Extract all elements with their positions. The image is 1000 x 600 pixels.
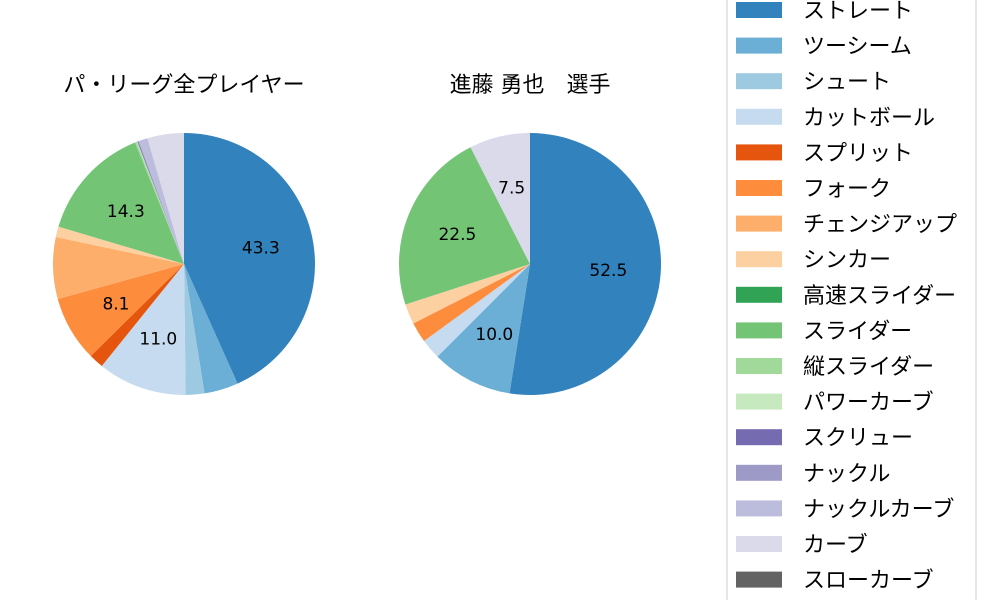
pie-slice-0-6 — [52, 237, 184, 299]
slice-label-1-0: 52.5 — [589, 261, 627, 281]
legend-frame — [726, 0, 977, 600]
pie-slice-0-13 — [138, 141, 184, 264]
pie-slice-0-7 — [55, 226, 184, 264]
legend-label-15: カーブ — [803, 533, 868, 558]
legend-swatch-1 — [736, 37, 782, 54]
legend-label-8: 高速スライダー — [803, 284, 956, 309]
pie-chart-league: パ・リーグ全プレイヤー 43.3 11.0 8.1 14.3 — [52, 73, 315, 395]
pie-slice-0-4 — [90, 264, 184, 366]
legend-swatch-5 — [736, 180, 782, 196]
pie-slice-1-3 — [413, 264, 530, 341]
slice-label-1-1: 10.0 — [475, 325, 513, 345]
slice-label-1-5: 22.5 — [438, 225, 476, 245]
chart-title-player: 進藤 勇也 選手 — [450, 73, 611, 98]
legend-swatch-11 — [736, 393, 782, 410]
slice-label-0-3: 11.0 — [139, 329, 177, 349]
pie-slice-0-3 — [101, 264, 186, 395]
pie-slice-0-14 — [138, 138, 184, 264]
pie-slice-0-1 — [184, 264, 238, 394]
legend-swatch-9 — [736, 322, 782, 339]
legend-label-16: スローカーブ — [803, 569, 934, 594]
pie-slice-1-6 — [470, 133, 530, 264]
pie-slice-0-2 — [184, 264, 205, 395]
legend-label-13: ナックル — [803, 462, 890, 487]
legend-label-2: シュート — [803, 70, 891, 95]
legend-swatch-13 — [736, 464, 782, 481]
pie-slice-1-5 — [398, 147, 530, 305]
legend-swatch-15 — [736, 536, 782, 552]
pie-slice-0-5 — [57, 264, 184, 357]
legend-label-12: スクリュー — [803, 426, 913, 451]
legend-label-3: カットボール — [803, 106, 935, 131]
chart-title-league: パ・リーグ全プレイヤー — [63, 73, 304, 98]
pie-slice-0-11 — [136, 141, 184, 264]
slice-label-0-5: 8.1 — [102, 294, 129, 314]
pie-slice-0-15 — [147, 133, 184, 264]
legend-swatch-12 — [736, 429, 782, 446]
legend-label-14: ナックルカーブ — [803, 497, 954, 522]
legend-label-4: スプリット — [803, 141, 913, 166]
slice-label-0-0: 43.3 — [242, 239, 280, 259]
pie-slice-1-4 — [405, 264, 530, 324]
pie-chart-player: 進藤 勇也 選手 52.5 10.0 22.5 7.5 — [398, 73, 661, 396]
pie-slice-1-1 — [437, 264, 530, 394]
legend-label-0: ストレート — [803, 0, 913, 24]
legend-swatch-7 — [736, 251, 782, 268]
legend-swatch-14 — [736, 500, 782, 517]
legend-label-11: パワーカーブ — [803, 391, 934, 416]
legend-label-10: 縦スライダー — [803, 355, 934, 380]
legend-label-6: チェンジアップ — [803, 213, 957, 238]
legend-label-5: フォーク — [803, 177, 891, 202]
pie-slice-1-2 — [424, 264, 530, 357]
legend-swatch-6 — [736, 215, 782, 232]
slice-label-0-9: 14.3 — [107, 202, 145, 222]
legend-swatch-0 — [736, 2, 782, 18]
legend-swatch-16 — [736, 571, 782, 588]
pie-slice-0-12 — [137, 141, 184, 264]
legend-swatch-8 — [736, 286, 782, 303]
legend-swatch-4 — [736, 144, 782, 161]
slice-label-1-6: 7.5 — [498, 179, 525, 199]
legend-swatch-3 — [736, 108, 782, 125]
legend-label-1: ツーシーム — [803, 35, 912, 60]
pie-slice-1-0 — [509, 133, 661, 396]
legend-label-7: シンカー — [803, 248, 891, 273]
pie-slice-0-9 — [58, 142, 184, 264]
legend: ストレートツーシームシュートカットボールスプリットフォークチェンジアップシンカー… — [726, 0, 977, 600]
legend-label-9: スライダー — [803, 319, 912, 344]
pie-slice-0-0 — [184, 133, 315, 384]
legend-swatch-10 — [736, 358, 782, 374]
legend-swatch-2 — [736, 73, 782, 90]
pie-slice-0-10 — [135, 141, 184, 264]
